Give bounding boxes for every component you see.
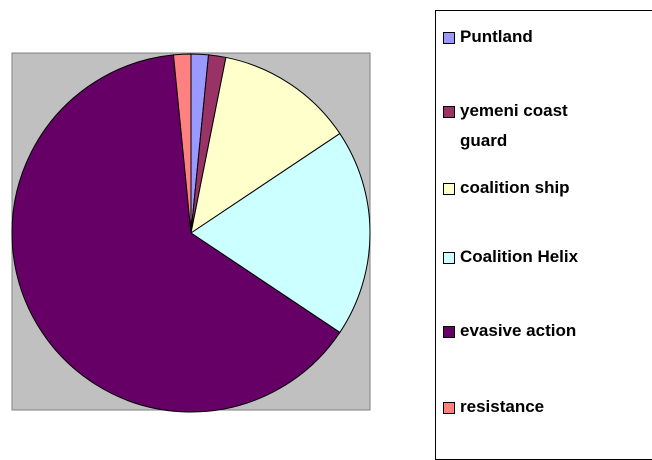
legend-swatch	[443, 32, 455, 44]
legend-swatch	[443, 183, 455, 195]
legend-label: coalition ship	[460, 178, 570, 197]
legend-swatch	[443, 326, 455, 338]
page: {"chart_data": {"type": "pie", "categori…	[11, 10, 652, 460]
pie-slice	[172, 53, 192, 234]
legend-swatch	[443, 402, 455, 414]
pie-slice	[190, 56, 341, 235]
legend-label: evasive action	[460, 321, 577, 340]
pie-slice	[190, 132, 371, 334]
legend-label: Coalition Helix	[460, 247, 579, 266]
pie-slice	[11, 54, 341, 413]
legend-label: yemeni coast guard	[460, 101, 568, 150]
legend-swatch	[443, 252, 455, 264]
legend-swatch	[443, 106, 455, 118]
legend-label: Puntland	[460, 27, 533, 46]
chart	[11, 52, 371, 413]
legend-label: resistance	[460, 397, 545, 416]
legend: Puntland yemeni coast guard coalition ship…	[435, 10, 652, 460]
